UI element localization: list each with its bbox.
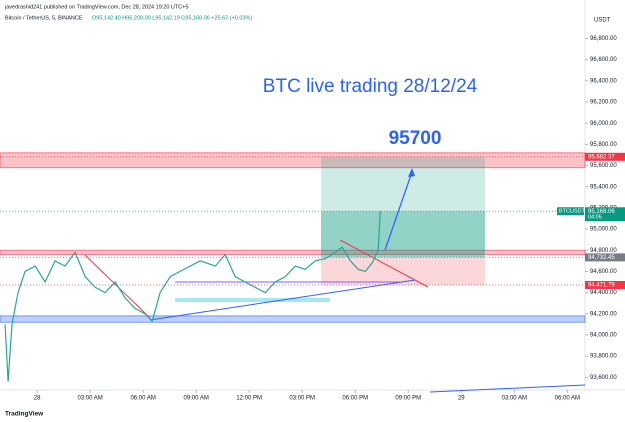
chart-title: BTC live trading 28/12/24 <box>263 76 478 97</box>
y-tick-label: 93,800.00 <box>590 354 617 360</box>
x-tick-label: 06:00 AM <box>130 396 155 402</box>
y-tick-label: 96,200.00 <box>590 100 617 106</box>
price-tag-label: 95,682.37 <box>588 154 615 160</box>
price-tag-label: 94,471.79 <box>588 283 615 289</box>
logo: TradingView <box>5 411 44 418</box>
price-tag <box>585 253 625 262</box>
x-tick-label: 03:00 AM <box>77 396 102 402</box>
price-tag-label: 94,732.45 <box>588 255 615 261</box>
x-tick-label: 28 <box>34 396 41 402</box>
y-tick-label: 94,600.00 <box>590 269 617 275</box>
trendline <box>149 279 416 321</box>
x-tick-label: 06:00 PM <box>342 396 368 402</box>
countdown: 04:05 <box>588 215 602 221</box>
x-tick-label: 06:00 AM <box>555 396 580 402</box>
trendline <box>429 384 586 393</box>
y-tick-label: 95,400.00 <box>590 184 617 190</box>
y-tick-label: 93,600.00 <box>590 375 617 381</box>
y-tick-label: 96,600.00 <box>590 57 617 63</box>
arrow <box>384 171 413 251</box>
trendline <box>339 239 429 288</box>
cyan-box <box>175 298 330 302</box>
x-tick-label: 29 <box>458 396 465 402</box>
zone <box>0 249 586 255</box>
profit-zone <box>321 156 485 258</box>
x-tick-label: 09:00 AM <box>183 396 208 402</box>
y-tick-label: 94,400.00 <box>590 290 617 296</box>
price-tag-label: 95,168.06 <box>588 209 615 215</box>
symbol-tag <box>557 207 584 216</box>
loss-zone <box>321 257 485 285</box>
symbol: Bitcoin / TetherUS, 5, BINANCE <box>5 15 83 21</box>
x-tick-label: 03:00 PM <box>289 396 315 402</box>
profit-filled <box>321 211 485 258</box>
y-tick-label: 96,800.00 <box>590 36 617 42</box>
y-tick-label: 96,400.00 <box>590 78 617 84</box>
publisher: javedrashid241 published on TradingView.… <box>4 4 189 10</box>
x-tick-label: 09:00 PM <box>395 396 421 402</box>
ohlc: O95,142.40 H95,200.00 L95,142.19 C95,168… <box>92 15 252 21</box>
arrow-head <box>408 168 415 177</box>
y-tick-label: 94,800.00 <box>590 248 617 254</box>
symbol-tag-label: BTCUSDT <box>559 209 586 215</box>
annotation: 95700 <box>389 128 442 149</box>
x-tick-label: 03:00 AM <box>502 396 527 402</box>
price-tag <box>585 207 625 222</box>
price-tag <box>585 280 625 289</box>
x-tick-label: 12:00 PM <box>236 396 262 402</box>
y-tick-label: 95,600.00 <box>590 163 617 169</box>
y-tick-label: 95,800.00 <box>590 142 617 148</box>
price-tag <box>585 152 625 161</box>
y-tick-label: 95,000.00 <box>590 227 617 233</box>
zone <box>0 152 586 169</box>
unit: USDT <box>594 18 611 24</box>
y-tick-label: 94,000.00 <box>590 333 617 339</box>
y-tick-label: 94,200.00 <box>590 311 617 317</box>
y-tick-label: 96,000.00 <box>590 121 617 127</box>
price-line <box>4 211 381 382</box>
zone <box>0 315 586 323</box>
